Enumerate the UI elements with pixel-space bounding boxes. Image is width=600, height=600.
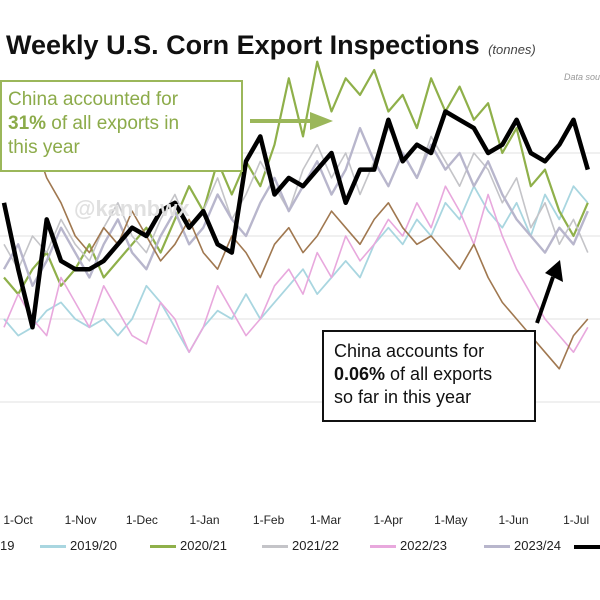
series-line (1, 109, 590, 330)
green-arrowhead (310, 112, 333, 130)
annotation-line: so far in this year (334, 387, 472, 407)
legend-item: 2023/24 (484, 538, 561, 553)
legend-swatch (40, 545, 66, 549)
chart-title: Weekly U.S. Corn Export Inspections (6, 30, 480, 60)
x-tick-label: 1-Feb (253, 513, 285, 527)
series-line (3, 185, 589, 354)
legend-swatch (150, 545, 176, 549)
series-line (2, 126, 589, 287)
legend-label: 2020/21 (180, 538, 227, 553)
annotation-percent: 0.06% (334, 364, 386, 384)
x-tick-label: 1-Nov (65, 513, 97, 527)
legend-label: 2021/22 (292, 538, 339, 553)
annotation-line: 31% of all exports in (8, 112, 241, 136)
watermark: @kannbwx (74, 196, 190, 221)
annotation-text: of all exports (385, 364, 493, 384)
x-axis-tick-labels: 1-Oct 1-Nov 1-Dec 1-Jan 1-Feb 1-Mar 1-Apr 1-May… (3, 513, 589, 527)
annotation-china-last-year: China accounted for 31% of all exports i… (0, 80, 243, 172)
annotation-line: China accounted for (8, 89, 179, 110)
x-tick-label: 1-Oct (3, 513, 33, 527)
x-tick-label: 1-Jul (563, 513, 589, 527)
annotation-arrows (250, 112, 563, 324)
legend-item: 19 (0, 538, 14, 553)
x-tick-label: 1-Jan (190, 513, 220, 527)
legend-label: 2023/24 (514, 538, 561, 553)
x-tick-label: 1-Jun (498, 513, 528, 527)
series-line (3, 135, 589, 370)
series-line (3, 185, 589, 354)
annotation-percent: 31% (8, 113, 47, 134)
legend-swatch (574, 544, 600, 549)
legend-item: 2019/20 (40, 538, 117, 553)
annotation-text: of all exports in (46, 113, 180, 134)
source-note: Data sou (563, 72, 600, 82)
chart-subtitle: (tonnes) (488, 42, 536, 57)
black-arrowhead (545, 260, 563, 282)
chart-legend: 19 2019/20 2020/21 2021/22 2022/23 2023/24 (0, 538, 600, 562)
annotation-line: 0.06% of all exports (334, 363, 534, 386)
x-tick-label: 1-Dec (126, 513, 158, 527)
legend-swatch (484, 545, 510, 549)
legend-swatch (370, 545, 396, 549)
x-tick-label: 1-May (434, 513, 467, 527)
legend-item (574, 538, 600, 553)
legend-swatch (262, 545, 288, 549)
x-tick-label: 1-Mar (310, 513, 341, 527)
chart-header: Weekly U.S. Corn Export Inspections (ton… (6, 30, 536, 61)
legend-item: 2020/21 (150, 538, 227, 553)
legend-item: 2022/23 (370, 538, 447, 553)
legend-label: 2022/23 (400, 538, 447, 553)
x-tick-label: 1-Apr (374, 513, 403, 527)
legend-label: 19 (0, 538, 15, 553)
legend-label: 2019/20 (70, 538, 117, 553)
black-annotation-arrow (535, 276, 555, 324)
annotation-line: China accounts for (334, 341, 485, 361)
series-lines (1, 60, 590, 370)
legend-item: 2021/22 (262, 538, 339, 553)
annotation-line: this year (8, 137, 80, 158)
series-line (3, 60, 589, 296)
annotation-china-this-year: China accounts for 0.06% of all exports … (322, 330, 536, 422)
